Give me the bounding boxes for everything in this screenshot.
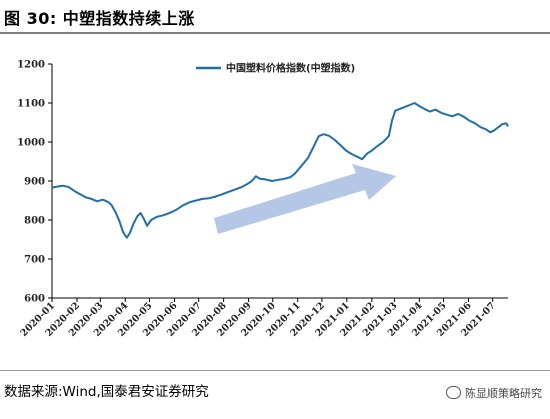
watermark: 陈显顺策略研究 [446,385,542,401]
series-line [51,102,509,239]
y-tick-label: 900 [24,177,45,188]
data-source-note: 数据来源:Wind,国泰君安证券研究 [4,384,209,400]
y-tick-label: 1000 [17,138,45,149]
y-tick-label: 1200 [17,60,45,71]
trend-arrow [214,164,396,234]
y-tick-label: 600 [24,294,45,305]
title-row: 图 30: 中塑指数持续上涨 [0,0,550,31]
legend-label: 中国塑料价格指数(中塑指数) [226,62,355,75]
line-chart: 6007008009001000110012002020-012020-0220… [17,60,509,339]
y-tick-label: 800 [24,216,45,227]
y-tick-label: 1100 [17,99,45,110]
y-tick-label: 700 [24,255,45,266]
watermark-text: 陈显顺策略研究 [465,387,542,400]
footer-divider [0,370,550,371]
wechat-icon [446,386,461,399]
figure-title: 图 30: 中塑指数持续上涨 [4,9,195,28]
title-divider [0,32,550,34]
